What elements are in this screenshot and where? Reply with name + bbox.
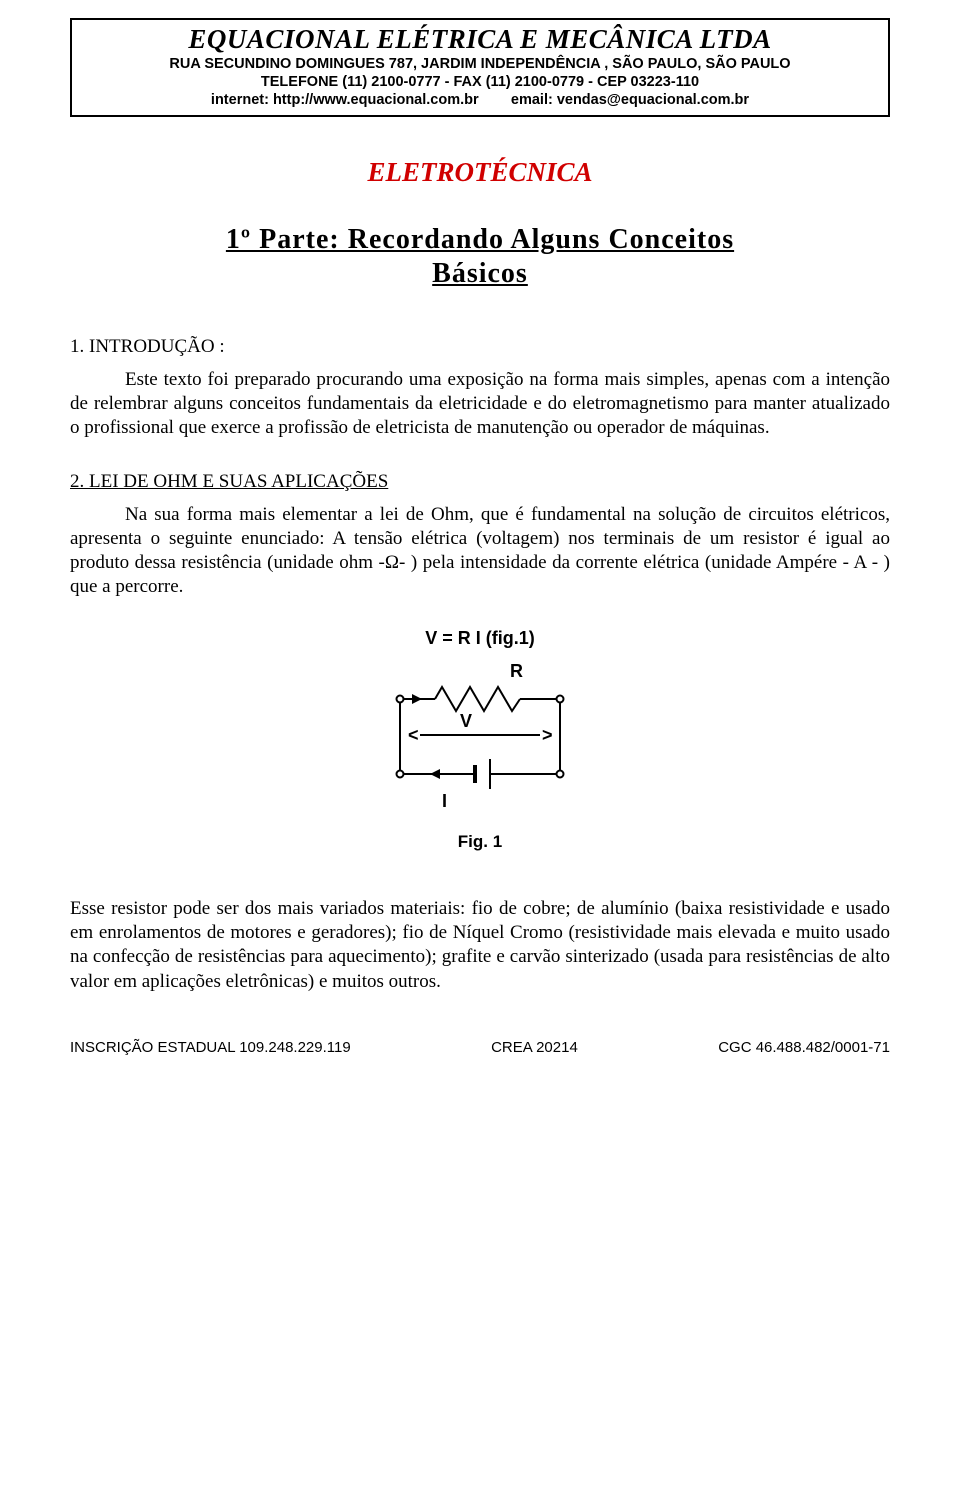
section-2-head: 2. LEI DE OHM E SUAS APLICAÇÕES xyxy=(70,471,890,493)
company-phone: TELEFONE (11) 2100-0777 - FAX (11) 2100-… xyxy=(82,73,878,91)
email: email: vendas@equacional.com.br xyxy=(511,92,749,108)
section-1-body: Este texto foi preparado procurando uma … xyxy=(70,368,890,441)
company-address: RUA SECUNDINO DOMINGUES 787, JARDIM INDE… xyxy=(82,55,878,73)
company-web: internet: http://www.equacional.com.br e… xyxy=(82,91,878,109)
label-I: I xyxy=(442,791,447,811)
svg-text:<: < xyxy=(408,725,419,745)
circuit-svg: < > R V I xyxy=(360,659,600,819)
company-name: EQUACIONAL ELÉTRICA E MECÂNICA LTDA xyxy=(82,24,878,55)
section-2-head-text: 2. LEI DE OHM E SUAS APLICAÇÕES xyxy=(70,471,388,492)
subtitle-line1: 1º Parte: Recordando Alguns Conceitos xyxy=(226,224,734,255)
footer-mid: CREA 20214 xyxy=(491,1039,578,1056)
footer-right: CGC 46.488.482/0001-71 xyxy=(718,1039,890,1056)
svg-text:>: > xyxy=(542,725,553,745)
subtitle-line2: Básicos xyxy=(432,258,528,289)
letterhead: EQUACIONAL ELÉTRICA E MECÂNICA LTDA RUA … xyxy=(70,18,890,117)
paragraph-after-figure: Esse resistor pode ser dos mais variados… xyxy=(70,897,890,994)
section-2-body: Na sua forma mais elementar a lei de Ohm… xyxy=(70,503,890,600)
label-V: V xyxy=(460,711,472,731)
page: EQUACIONAL ELÉTRICA E MECÂNICA LTDA RUA … xyxy=(0,0,960,1086)
website: internet: http://www.equacional.com.br xyxy=(211,92,479,108)
footer: INSCRIÇÃO ESTADUAL 109.248.229.119 CREA … xyxy=(70,1039,890,1056)
doc-subtitle: 1º Parte: Recordando Alguns Conceitos Bá… xyxy=(70,223,890,290)
doc-title: ELETROTÉCNICA xyxy=(70,157,890,188)
footer-left: INSCRIÇÃO ESTADUAL 109.248.229.119 xyxy=(70,1039,351,1056)
section-1-head: 1. INTRODUÇÃO : xyxy=(70,336,890,358)
figure-caption: Fig. 1 xyxy=(70,832,890,852)
label-R: R xyxy=(510,661,523,681)
circuit-diagram: < > R V I xyxy=(70,659,890,824)
formula: V = R I (fig.1) xyxy=(70,628,890,649)
